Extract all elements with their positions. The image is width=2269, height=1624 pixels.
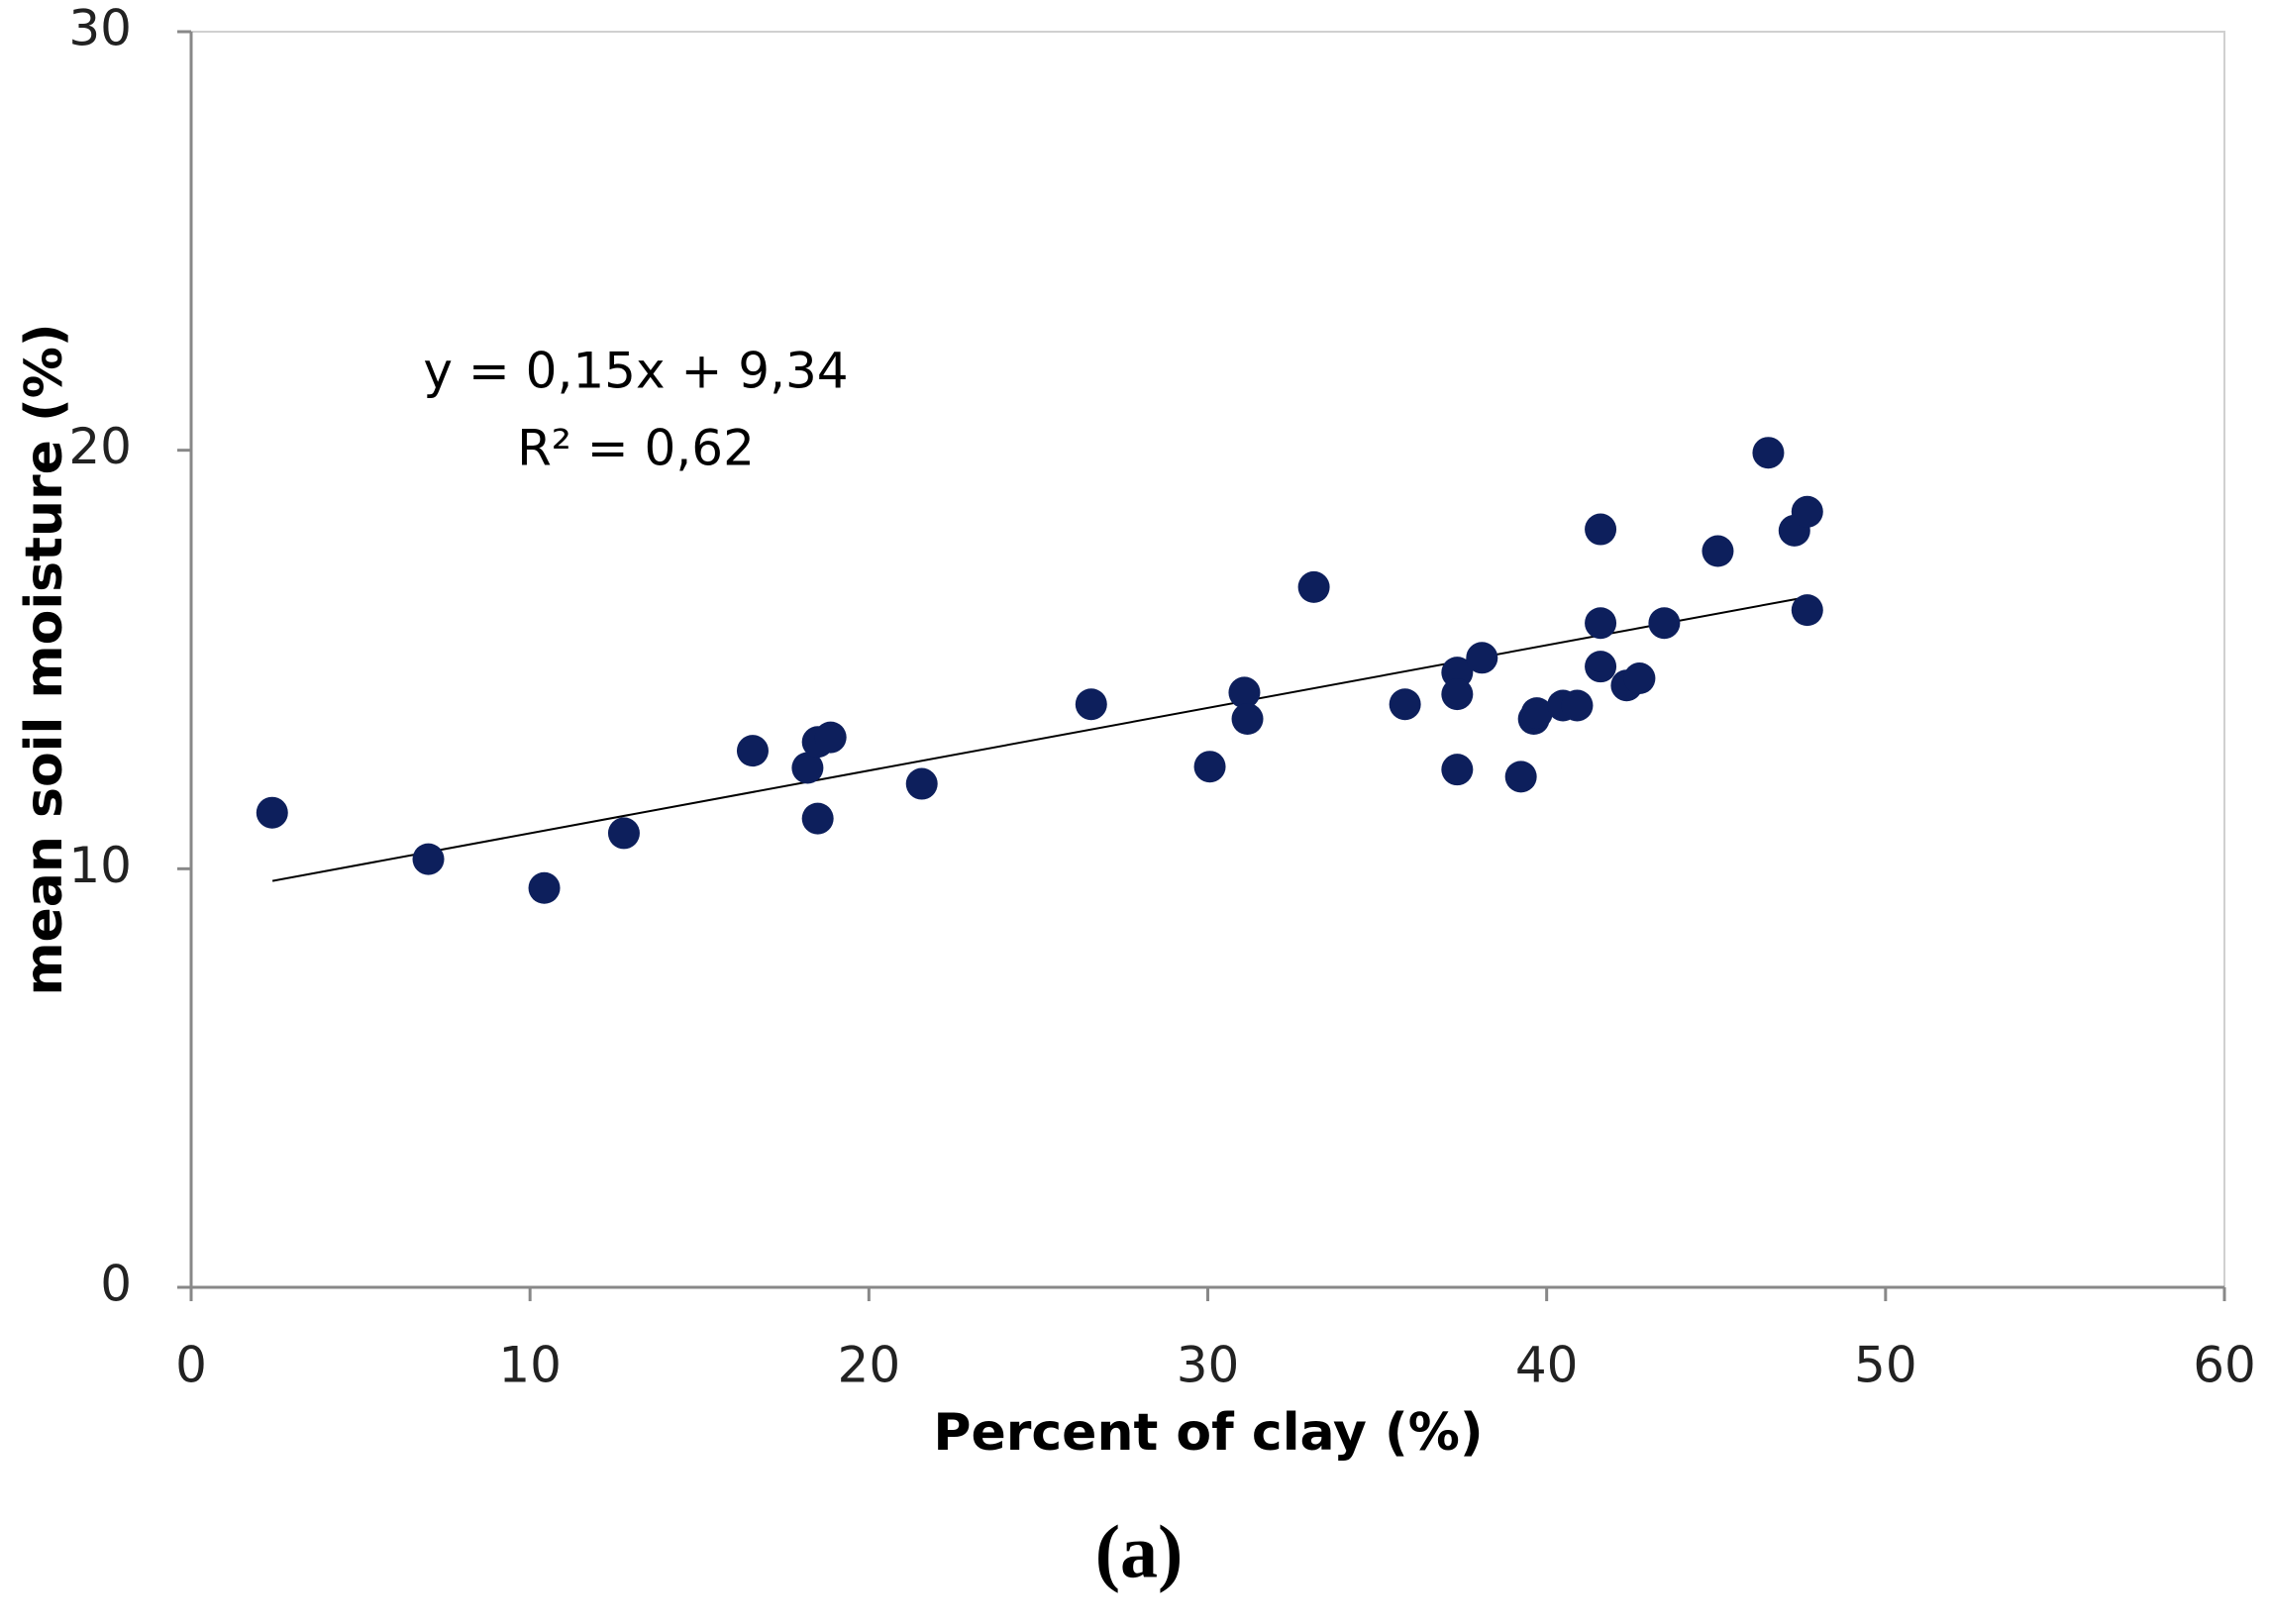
- plot-frame: [190, 31, 2225, 1288]
- x-tick-label: 30: [1177, 1337, 1240, 1394]
- point: [905, 767, 938, 800]
- point: [256, 796, 288, 829]
- point: [1791, 495, 1823, 528]
- point: [1228, 676, 1261, 709]
- caption: (a): [1095, 1510, 1184, 1593]
- x-tick-label: 40: [1515, 1337, 1579, 1394]
- point: [1791, 594, 1823, 627]
- x-tick-label: 10: [498, 1337, 562, 1394]
- point: [1702, 535, 1734, 567]
- point: [1231, 703, 1264, 736]
- point: [607, 817, 640, 850]
- point: [791, 752, 824, 784]
- x-tick-label: 20: [838, 1337, 901, 1394]
- point: [1441, 657, 1474, 689]
- point: [1504, 761, 1537, 793]
- x-tick-label: 60: [2193, 1337, 2256, 1394]
- y-axis-title: mean soil moisture (%): [15, 323, 74, 995]
- point: [801, 802, 834, 835]
- point: [1648, 607, 1681, 640]
- point: [528, 871, 561, 904]
- x-tick-label: 50: [1854, 1337, 1917, 1394]
- point: [1585, 651, 1617, 683]
- y-tick-label: 20: [68, 418, 132, 475]
- point: [1441, 678, 1474, 711]
- point: [412, 843, 445, 875]
- point: [1585, 607, 1617, 640]
- x-axis-title: Percent of clay (%): [933, 1403, 1483, 1463]
- point: [814, 721, 847, 754]
- point: [1520, 697, 1553, 730]
- point: [1561, 689, 1594, 722]
- point: [1193, 751, 1226, 783]
- r-squared: R² = 0,62: [517, 420, 755, 477]
- point: [1585, 513, 1617, 546]
- point: [1466, 642, 1498, 674]
- point: [1075, 688, 1107, 721]
- equation: y = 0,15x + 9,34: [423, 343, 848, 400]
- point: [1297, 570, 1330, 603]
- y-tick-label: 10: [68, 837, 132, 894]
- point: [1623, 662, 1656, 695]
- y-tick-label: 0: [100, 1256, 132, 1313]
- point: [736, 735, 769, 767]
- point: [1752, 437, 1785, 469]
- x-tick-label: 0: [175, 1337, 207, 1394]
- y-tick-label: 30: [68, 0, 132, 57]
- trendline: [271, 597, 1799, 882]
- point: [1441, 754, 1474, 786]
- point: [1389, 688, 1421, 721]
